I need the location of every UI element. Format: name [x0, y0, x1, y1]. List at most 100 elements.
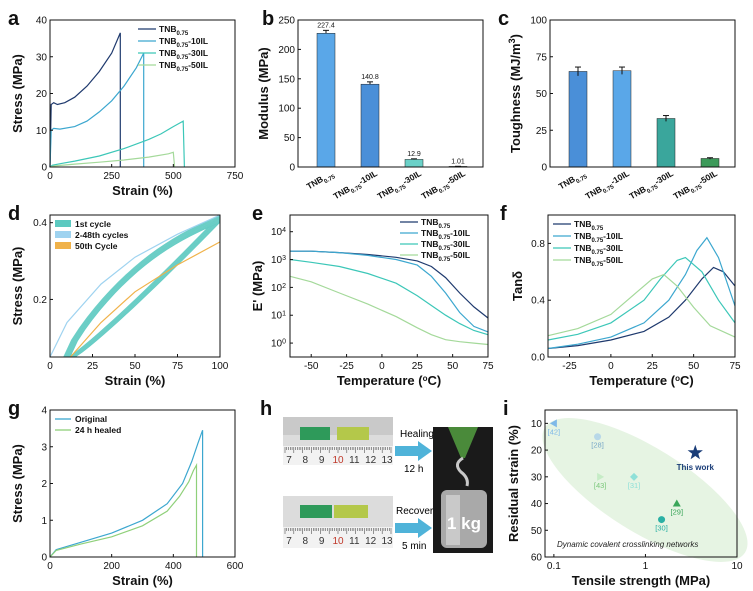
- plot-frame-d: [49, 214, 221, 358]
- x-tick-a-label: 0: [47, 171, 53, 182]
- y-axis-label-d: Stress (MPa): [10, 247, 25, 326]
- series-line-3: [547, 273, 736, 338]
- legend-label: TNB0.75-30IL: [574, 243, 623, 256]
- annotation: Dynamic covalent crosslinking networks: [557, 540, 698, 549]
- ruler-number: 12: [365, 455, 377, 466]
- y-tick-i-label: 50: [531, 526, 543, 537]
- y-tick-b-label: 0: [289, 163, 295, 174]
- series-line-1: [49, 52, 145, 168]
- legend-label: Original: [75, 414, 107, 424]
- x-tick-f-label: 50: [688, 361, 700, 372]
- y-tick-i-label: 40: [531, 499, 543, 510]
- y-axis-label-g: Stress (MPa): [10, 444, 25, 523]
- x-tick-a-label: 750: [227, 171, 244, 182]
- weight-label: 1 kg: [447, 514, 481, 533]
- strip-yellow-bottom: [334, 505, 368, 518]
- y-tick-i-label: 60: [531, 553, 543, 564]
- scatter-point: [672, 499, 681, 507]
- y-tick-b-label: 50: [284, 133, 296, 144]
- x-category-label: TNB0.75: [557, 168, 589, 194]
- series-line-healed: [49, 462, 198, 558]
- legend-swatch: [55, 220, 71, 227]
- x-tick-f-label: -25: [562, 361, 577, 372]
- ruler-number: 11: [349, 455, 360, 466]
- x-category-label: TNB0.75-30IL: [628, 168, 677, 204]
- panel-label-a: a: [8, 8, 20, 30]
- y-tick-e-label: 103: [271, 255, 286, 267]
- bar: [700, 158, 720, 168]
- y-tick-c-label: 25: [536, 126, 548, 137]
- panel-label-c: c: [498, 8, 509, 30]
- legend-label: TNB0.75-10IL: [159, 36, 208, 49]
- panel-c: TNB0.75TNB0.75-10ILTNB0.75-30ILTNB0.75-5…: [507, 16, 720, 204]
- x-tick-i-label: 1: [643, 561, 649, 572]
- recovery-label: Recovery: [396, 506, 438, 517]
- y-tick-b-label: 250: [278, 16, 295, 27]
- scatter-point: [594, 433, 602, 441]
- x-tick-e-label: 25: [412, 361, 424, 372]
- panel-a: 0 250 500 750 0 10 20 30 40 Strain (%) Stress (MPa…: [10, 16, 244, 199]
- y-axis-label-e: E' (MPa): [250, 261, 265, 312]
- x-tick-d-label: 100: [212, 361, 229, 372]
- series-line-0: [49, 32, 121, 168]
- x-axis-label-g: Strain (%): [112, 573, 173, 588]
- x-tick-g-label: 200: [103, 561, 120, 572]
- y-tick-d-label: 0.4: [33, 218, 47, 229]
- data-label: 12.9: [407, 151, 421, 158]
- y-tick-g-label: 3: [41, 442, 47, 453]
- panel-label-d: d: [8, 203, 20, 225]
- point-label: [31]: [628, 481, 641, 490]
- point-label: [42]: [548, 427, 561, 436]
- ruler-number: 7: [286, 455, 292, 466]
- y-tick-d-label: 0.2: [33, 295, 47, 306]
- y-axis-label-f: Tanδ: [510, 271, 525, 301]
- series-line-3: [289, 275, 489, 346]
- x-tick-e-label: -50: [304, 361, 319, 372]
- x-category-label: TNB0.75-50IL: [420, 168, 469, 204]
- panel-f: -25 0 25 50 75 0.0 0.4 0.8 Temperature (oC) Tanδ T…: [510, 219, 741, 388]
- panel-d: 0 25 50 75 100 0.2 0.4 Strain (%) Stress (MPa) 1s…: [10, 214, 229, 388]
- legend-label: TNB0.75: [159, 24, 189, 37]
- scatter-point: [687, 444, 703, 460]
- healing-label: Healing: [400, 429, 434, 440]
- x-category-label: TNB0.75: [305, 168, 337, 194]
- x-tick-a-label: 250: [103, 171, 120, 182]
- y-axis-label-c: Toughness (MJ/m3): [507, 34, 523, 153]
- bar: [656, 118, 676, 168]
- ruler-number: 12: [365, 536, 377, 547]
- y-tick-c-label: 75: [536, 52, 548, 63]
- ruler-number: 8: [303, 536, 309, 547]
- x-tick-f-label: 25: [647, 361, 659, 372]
- plot-frame-b: [297, 19, 484, 168]
- point-label: [30]: [655, 524, 668, 533]
- plot-frame-c: [549, 19, 736, 168]
- x-tick-i-label: 0.1: [547, 561, 561, 572]
- scatter-point: [549, 419, 557, 428]
- ruler-number: 7: [286, 536, 292, 547]
- arrow-recovery: [395, 518, 432, 538]
- x-tick-e-label: 0: [379, 361, 385, 372]
- y-axis-label-i: Residual strain (%): [506, 425, 521, 542]
- hanging-strip: [448, 427, 478, 458]
- bar: [612, 70, 632, 168]
- x-category-label: TNB0.75-10IL: [584, 168, 633, 204]
- x-axis-label-i: Tensile strength (MPa): [572, 573, 710, 588]
- legend-label: TNB0.75-50IL: [159, 60, 208, 73]
- series-line-2: [289, 258, 489, 336]
- ruler-number: 11: [349, 536, 360, 547]
- y-tick-c-label: 0: [541, 163, 547, 174]
- ruler-number: 9: [319, 536, 325, 547]
- y-tick-b-label: 150: [278, 74, 295, 85]
- bar: [404, 159, 424, 168]
- x-tick-e-label: -25: [339, 361, 354, 372]
- scatter-point: [597, 472, 605, 481]
- x-axis-label-a: Strain (%): [112, 183, 173, 198]
- bar: [316, 33, 336, 168]
- series-line-fiftieth: [69, 241, 221, 358]
- x-axis-label-d: Strain (%): [105, 373, 166, 388]
- series-line-first: [49, 214, 221, 358]
- y-tick-c-label: 100: [530, 16, 547, 27]
- bar: [360, 83, 380, 168]
